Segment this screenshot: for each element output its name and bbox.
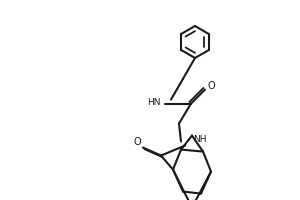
- Text: O: O: [207, 81, 215, 91]
- Text: HN: HN: [148, 98, 161, 107]
- Text: NH: NH: [193, 135, 206, 144]
- Text: O: O: [133, 137, 141, 147]
